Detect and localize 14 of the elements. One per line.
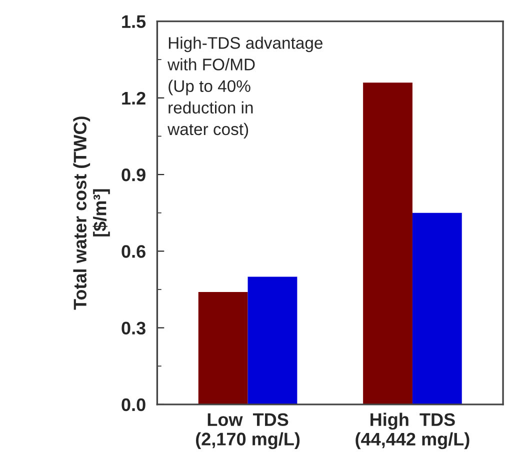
y-tick-label: 1.2 [122, 92, 146, 104]
y-tick-label: 0.6 [122, 245, 146, 258]
bar [363, 82, 412, 404]
x-tick-label: High TDS (44,442 mg/L) [356, 412, 470, 450]
bar [412, 212, 462, 404]
y-tick-label: 0.3 [122, 322, 146, 335]
annotation: High-TDS advantage with FO/MD (Up to 40% reduction in water cost) [168, 36, 322, 138]
y-tick-label: 1.5 [122, 15, 146, 28]
y-tick-label: 0.0 [122, 398, 146, 412]
bar [248, 276, 298, 404]
x-tick-label: Low TDS (2,170 mg/L) [196, 413, 300, 450]
y-tick-label: 0.9 [122, 168, 146, 182]
bar [198, 292, 248, 404]
y-axis-title: Total water cost (TWC) [$/m³] [73, 116, 110, 310]
